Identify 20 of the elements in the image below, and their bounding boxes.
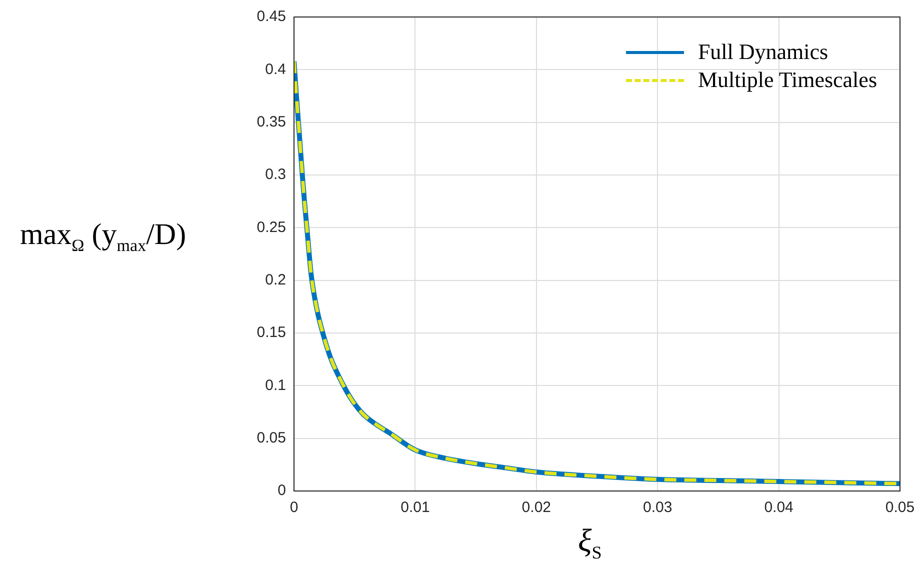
x-tick-label: 0.02 [522, 499, 551, 516]
y-tick-label: 0.25 [256, 218, 286, 236]
y-tick-label: 0.15 [256, 324, 286, 342]
y-axis-title: max$_{Ω}$ (y$_{max}$/D) [20, 218, 186, 256]
y-tick-label: 0 [278, 482, 286, 500]
y-tick-label: 0.2 [265, 271, 286, 288]
y-tick-label: 0.35 [256, 113, 286, 130]
x-tick-label: 0.05 [885, 499, 915, 516]
y-tick-label: 0.3 [265, 166, 286, 184]
x-tick-label: 0 [290, 499, 298, 516]
y-tick-label: 0.1 [265, 376, 286, 394]
legend-label: Multiple Timescales [698, 66, 877, 94]
x-tick-label: 0.04 [764, 499, 794, 516]
y-tick-label: 0.4 [265, 60, 286, 78]
x-tick-label: 0.03 [643, 499, 672, 516]
x-axis-title: ξ$_{S}$ [578, 522, 602, 564]
x-tick-label: 0.01 [400, 499, 430, 516]
y-tick-label: 0.05 [256, 429, 286, 446]
legend-label: Full Dynamics [698, 38, 828, 66]
y-tick-label: 0.45 [256, 8, 286, 26]
